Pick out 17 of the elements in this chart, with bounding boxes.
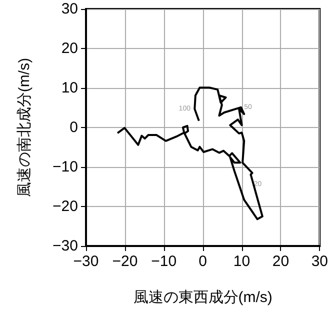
y-tick-label: −30 [52, 238, 78, 254]
y-axis-title: 風速の南北成分(m/s) [16, 58, 33, 198]
x-tick-label: 30 [311, 253, 328, 270]
y-tick-label: −10 [52, 158, 78, 176]
x-tick-label: 10 [233, 253, 250, 270]
y-tick-label: 10 [61, 80, 78, 96]
y-tick-label: 0 [70, 119, 78, 136]
x-tick-label: −20 [112, 253, 138, 270]
line-series [116, 86, 264, 220]
x-tick-label: −30 [73, 253, 99, 270]
x-axis-title: 風速の東西成分(m/s) [133, 289, 272, 306]
x-tick-label: 20 [272, 253, 290, 270]
y-tick-label: 30 [61, 0, 78, 18]
y-tick-label: 20 [61, 40, 78, 57]
x-tick-label: 0 [198, 253, 207, 270]
y-tick-label: −20 [52, 198, 78, 215]
x-tick-label: −10 [151, 253, 177, 270]
